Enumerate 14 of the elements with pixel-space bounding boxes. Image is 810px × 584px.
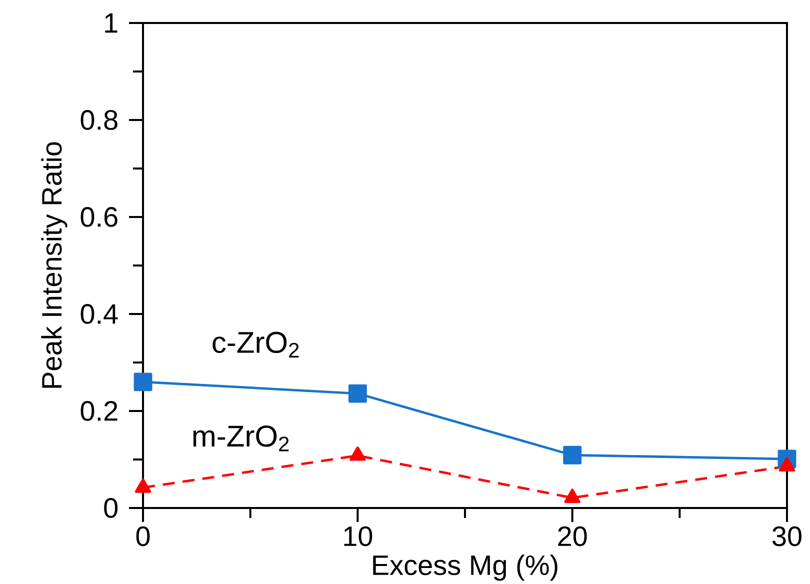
y-tick-label: 1	[105, 13, 118, 33]
x-tick-label: 30	[772, 526, 802, 546]
x-tick-label: 0	[136, 526, 150, 546]
y-tick-label: 0.4	[80, 304, 118, 324]
y-tick-label: 0.6	[80, 207, 118, 227]
y-tick-label: 0.2	[80, 401, 118, 421]
x-tick-label: 20	[558, 526, 587, 546]
y-tick-label: 0	[104, 498, 118, 518]
y-axis-title: Peak Intensity Ratio	[41, 142, 68, 388]
series-label: m-ZrO$_{2}$	[193, 426, 289, 452]
y-tick-label: 0.8	[80, 110, 118, 130]
x-tick-label: 10	[344, 526, 372, 546]
series-label: c-ZrO$_{2}$	[212, 332, 299, 358]
x-axis-title: Excess Mg (%)	[373, 554, 558, 581]
